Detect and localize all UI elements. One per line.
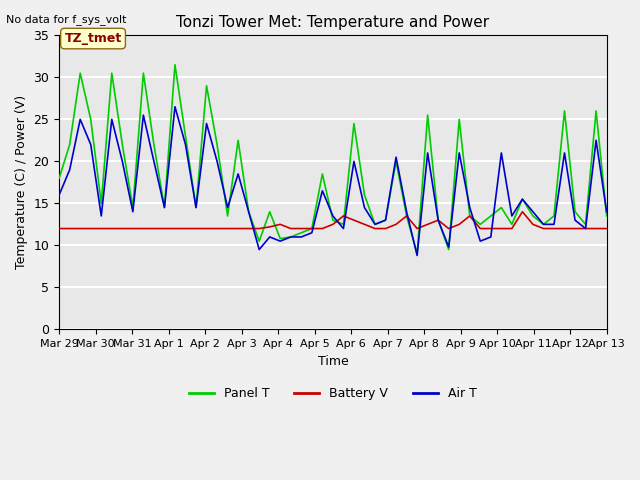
- X-axis label: Time: Time: [317, 355, 348, 368]
- Text: No data for f_sys_volt: No data for f_sys_volt: [6, 14, 127, 25]
- Legend: Panel T, Battery V, Air T: Panel T, Battery V, Air T: [184, 383, 482, 406]
- Y-axis label: Temperature (C) / Power (V): Temperature (C) / Power (V): [15, 96, 28, 269]
- Title: Tonzi Tower Met: Temperature and Power: Tonzi Tower Met: Temperature and Power: [177, 15, 490, 30]
- Text: TZ_tmet: TZ_tmet: [65, 32, 122, 45]
